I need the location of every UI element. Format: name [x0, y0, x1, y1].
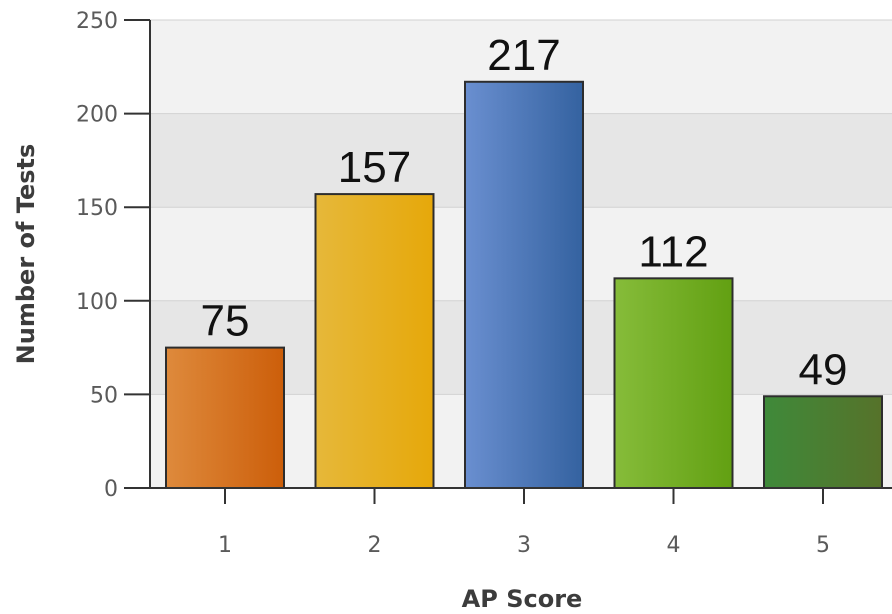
y-axis-ticks: 0 50 100 150 200 250: [76, 9, 150, 502]
bar-score-2: [314, 193, 435, 489]
bar-series: [165, 80, 883, 489]
y-axis-title: Number of Tests: [12, 144, 40, 365]
x-tick-label: 5: [816, 533, 830, 558]
y-tick-label: 50: [90, 383, 118, 408]
x-axis-ticks: 1 2 3 4 5: [218, 488, 830, 558]
y-tick-label: 100: [76, 290, 118, 315]
x-tick-label: 1: [218, 533, 232, 558]
x-tick-label: 4: [667, 533, 681, 558]
y-tick-label: 250: [76, 9, 118, 34]
x-axis-title: AP Score: [462, 585, 583, 613]
x-tick-label: 2: [368, 533, 382, 558]
bar-score-1: [165, 346, 285, 489]
data-label: 49: [799, 345, 848, 394]
data-label: 217: [487, 31, 560, 80]
y-tick-label: 0: [104, 477, 118, 502]
bar-score-3: [464, 80, 584, 489]
data-labels: 75 157 217 112 49: [201, 31, 848, 394]
data-label: 112: [638, 227, 708, 276]
bar-score-5: [763, 395, 883, 489]
axes: [124, 20, 892, 489]
bar-score-4: [613, 277, 734, 489]
data-label: 75: [201, 297, 250, 346]
data-label: 157: [338, 143, 411, 192]
x-tick-label: 3: [517, 533, 531, 558]
y-tick-label: 200: [76, 103, 118, 128]
y-tick-label: 150: [76, 196, 118, 221]
